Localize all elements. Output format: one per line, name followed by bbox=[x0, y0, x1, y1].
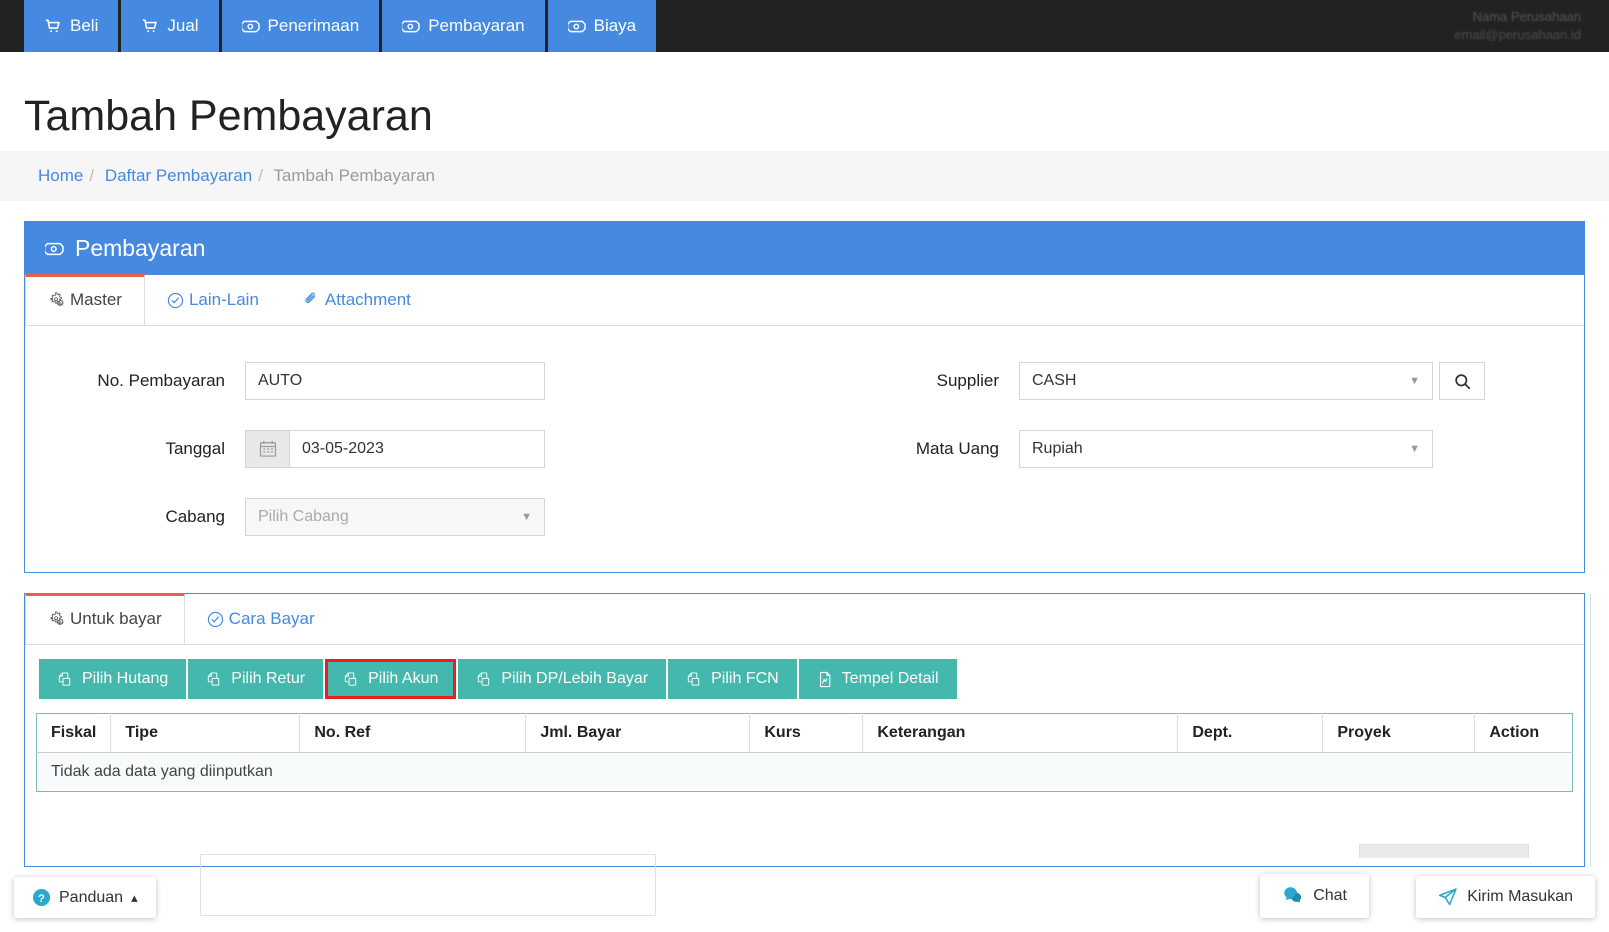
svg-text:?: ? bbox=[38, 893, 45, 905]
